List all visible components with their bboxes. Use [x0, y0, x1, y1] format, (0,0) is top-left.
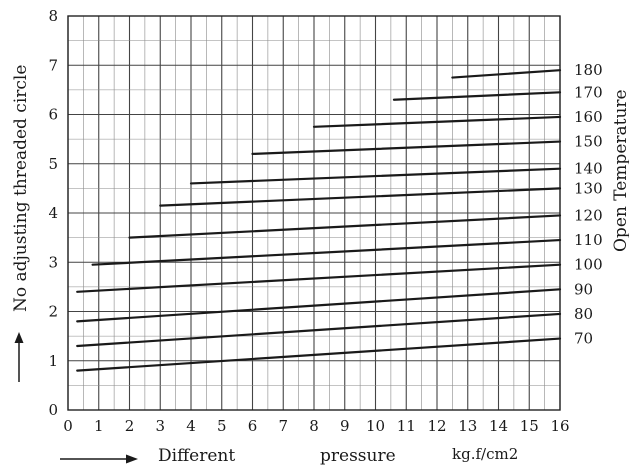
y-tick-labels: 0 1 2 3 4 5 6 7 8	[48, 7, 58, 419]
x-axis-title-2: pressure	[320, 446, 396, 465]
series-label-90: 90	[574, 280, 593, 298]
x-tick-label: 7	[278, 417, 288, 435]
series-label-110: 110	[574, 231, 603, 249]
y-tick-label: 0	[48, 401, 58, 419]
x-tick-label: 3	[155, 417, 165, 435]
x-tick-label: 2	[125, 417, 135, 435]
y-tick-label: 4	[48, 204, 58, 222]
y-tick-label: 2	[48, 303, 58, 321]
y-tick-label: 1	[48, 352, 58, 370]
series-label-180: 180	[574, 61, 603, 79]
series-line-100	[76, 263, 562, 293]
x-tick-label: 13	[458, 417, 477, 435]
series-line-90	[76, 288, 562, 323]
series-label-170: 170	[574, 83, 603, 101]
series-label-70: 70	[574, 330, 593, 348]
y-axis-title: No adjusting threaded circle	[11, 65, 31, 312]
series-label-120: 120	[574, 206, 603, 224]
y-tick-label: 3	[48, 253, 58, 271]
x-tick-label: 6	[248, 417, 258, 435]
series-line-140	[189, 167, 562, 185]
x-tick-label: 0	[63, 417, 73, 435]
series-line-110	[91, 238, 562, 266]
series-line-180	[451, 69, 562, 79]
y-tick-label: 7	[48, 56, 58, 74]
series-label-140: 140	[574, 160, 603, 178]
series-line-80	[76, 312, 562, 348]
series-line-120	[128, 214, 562, 239]
x-tick-label: 16	[550, 417, 569, 435]
x-tick-label: 4	[186, 417, 196, 435]
x-axis-title: Different	[158, 446, 235, 465]
series-label-150: 150	[574, 133, 603, 151]
y-tick-label: 6	[48, 106, 58, 124]
plot-frame	[67, 15, 561, 411]
y-axis-arrow-icon	[14, 332, 24, 382]
y-tick-label: 5	[48, 155, 58, 173]
x-tick-label: 1	[94, 417, 104, 435]
x-tick-label: 8	[309, 417, 319, 435]
x-tick-label: 5	[217, 417, 227, 435]
x-tick-label: 9	[340, 417, 350, 435]
x-axis-arrow-icon	[60, 454, 138, 464]
right-axis-title: Open Temperature	[611, 89, 629, 252]
series-label-80: 80	[574, 305, 593, 323]
x-tick-label: 15	[520, 417, 539, 435]
series-line-130	[159, 187, 562, 207]
x-tick-label: 12	[427, 417, 446, 435]
x-axis-unit: kg.f/cm2	[452, 445, 518, 463]
series-line-160	[312, 115, 562, 128]
series-line-150	[251, 140, 562, 155]
series-label-160: 160	[574, 108, 603, 126]
series-line-170	[392, 91, 562, 101]
x-tick-label: 14	[489, 417, 508, 435]
x-tick-label: 10	[366, 417, 385, 435]
series-line-70	[76, 337, 562, 372]
grid	[67, 15, 561, 411]
x-tick-labels: 0 1 2 3 4 5 6 7 8 9 10 11 12 13 14 15 16	[63, 417, 569, 435]
series-lines	[76, 69, 562, 372]
series-label-100: 100	[574, 256, 603, 274]
y-tick-label: 8	[48, 7, 58, 25]
x-tick-label: 11	[397, 417, 416, 435]
series-label-130: 130	[574, 179, 603, 197]
